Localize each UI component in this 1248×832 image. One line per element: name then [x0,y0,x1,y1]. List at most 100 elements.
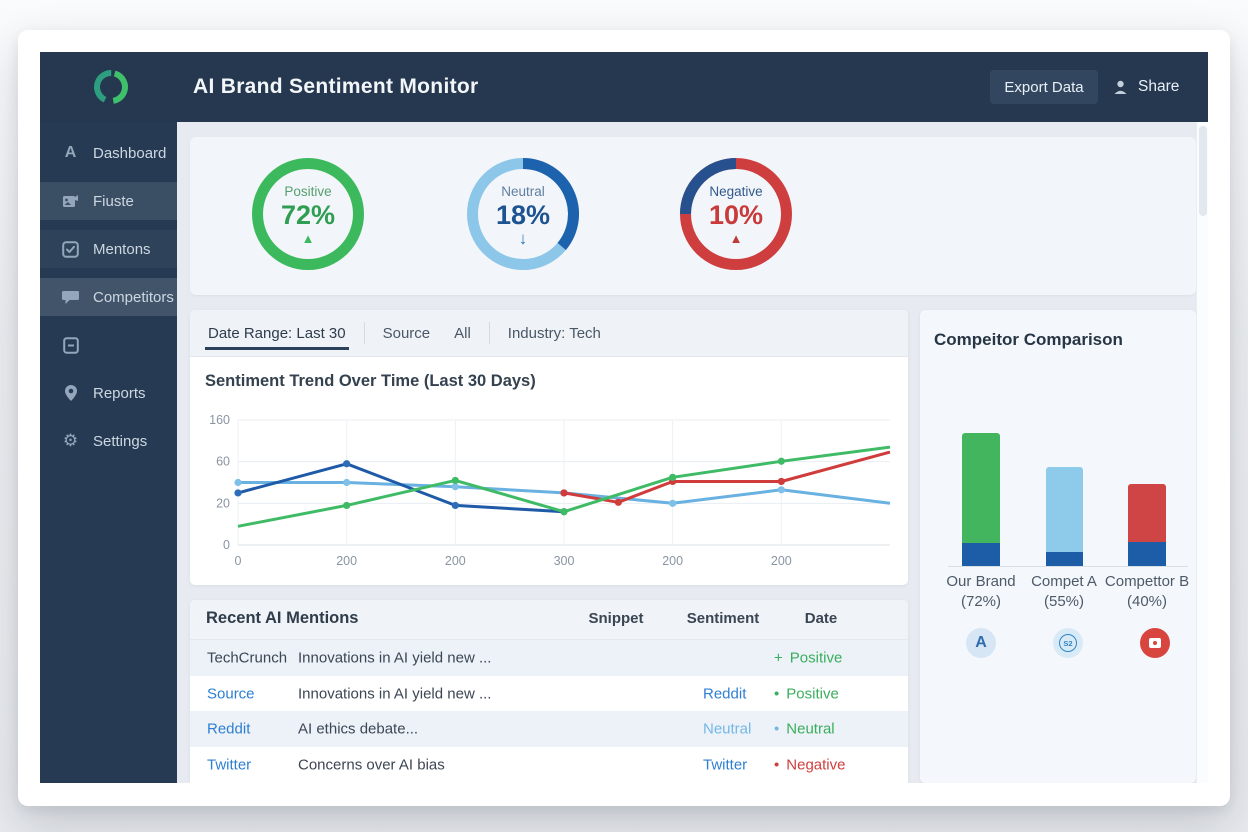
svg-text:0: 0 [235,554,242,568]
svg-text:200: 200 [662,554,683,568]
competitor-b-badge-icon [1140,628,1170,658]
sentiment-dot: + [774,649,783,667]
bar-our-brand [962,433,1000,566]
filter-tab-industry[interactable]: Industry: Tech [505,325,604,342]
donut-ring [252,158,364,270]
scrollbar-thumb[interactable] [1199,126,1207,216]
table-row: TechCrunch Innovations in AI yield new .… [190,640,908,676]
sidebar-item-settings[interactable]: ⚙ Settings [40,422,177,460]
filter-tab-label: Date Range: Last 30 [208,324,346,342]
sidebar-item-fiuste[interactable]: Fiuste [40,182,177,220]
filter-bar: Date Range: Last 30 Source All Industry:… [190,310,908,357]
trend-down-icon: ↓ [518,228,528,248]
bar-segment-base [962,543,1000,566]
donut-ring [467,158,579,270]
col-header-snippet[interactable]: Snippet [588,610,644,627]
sentiment-text: Positive [789,649,843,667]
table-row: Reddit AI ethics debate... Neutral • Neut… [190,711,908,748]
stacked-bar-chart [920,370,1196,567]
sidebar-item-dashboard[interactable]: A Dashboard [40,134,177,172]
trend-line-chart: 0 20 60 160 0 200 200 300 200 200 [209,413,891,568]
svg-text:60: 60 [216,455,230,469]
platform-cell: Neutral [703,720,752,738]
main-content: Positive 72% ▲ Neutral 18% ↓ Negative 10… [177,122,1208,783]
sentiment-gauges-panel: Positive 72% ▲ Neutral 18% ↓ Negative 10… [190,137,1196,295]
gauge-label: Neutral [501,183,545,199]
sentiment-badge: + Positive [774,649,842,666]
sentiment-dot: • [774,720,780,738]
platform-link[interactable]: Reddit [703,685,747,703]
platform-link[interactable]: Twitter [703,756,748,774]
export-data-button[interactable]: Export Data [990,70,1098,104]
source-link[interactable]: Twitter [207,756,252,774]
svg-text:160: 160 [209,413,230,427]
sidebar-item-mentons[interactable]: Mentons [40,230,177,268]
sidebar: A Dashboard Fiuste Mentons Competitors [40,122,177,783]
bar-segment-base [1128,542,1166,566]
snippet-cell: Innovations in AI yield new ... [298,649,492,667]
trend-up-icon: ▲ [729,230,743,246]
app-header: AI Brand Sentiment Monitor Export Data S… [40,52,1208,122]
donut-ring [680,158,792,270]
our-brand-badge-icon: A [966,628,996,658]
note-icon [61,336,80,355]
snippet-cell: AI ethics debate... [298,720,419,738]
source-link[interactable]: Source [207,685,255,703]
person-share-icon [1114,80,1127,94]
share-button[interactable]: Share [1112,74,1179,100]
sidebar-item-label: Mentons [93,240,151,258]
gauge-value: 72% [280,199,336,230]
sidebar-item-notes[interactable] [40,326,177,364]
table-header: Recent AI Mentions Snippet Sentiment Dat… [190,600,908,640]
sidebar-item-reports[interactable]: Reports [40,374,177,412]
panel-title: Compeitor Comparison [934,330,1123,349]
table-row: Source Innovations in AI yield new ... R… [190,675,908,712]
svg-text:20: 20 [216,496,230,510]
svg-text:200: 200 [771,554,792,568]
snippet-cell: Innovations in AI yield new ... [298,685,492,703]
filter-tab-label: Source [382,324,431,342]
divider [363,322,365,344]
col-header-date[interactable]: Date [804,610,838,627]
sentiment-badge: • Negative [774,756,845,773]
source-link[interactable]: Reddit [207,720,251,738]
table-row: Twitter Concerns over AI bias Twitter • N… [190,747,908,783]
image-flag-icon [61,192,80,211]
sentiment-text: Neutral [786,720,835,738]
col-header-sentiment[interactable]: Sentiment [686,610,760,627]
axis-baseline [948,566,1188,567]
trend-up-icon: ▲ [301,230,315,246]
app-window: AI Brand Sentiment Monitor Export Data S… [40,52,1208,783]
filter-tab-label: Industry: Tech [507,324,601,342]
checkbox-icon [61,240,80,259]
bar-segment-base [1046,552,1083,566]
bar-segment-top [1046,467,1083,552]
gauge-label: Positive [284,183,332,199]
filter-tab-date-range[interactable]: Date Range: Last 30 [205,325,349,350]
svg-text:200: 200 [336,554,357,568]
filter-tab-source[interactable]: Source All [380,325,474,342]
positive-gauge: Positive 72% ▲ [246,152,370,276]
competitor-comparison-panel: Compeitor Comparison Our Brand (72%) [920,310,1196,783]
share-label: Share [1138,78,1180,95]
gauge-value: 18% [495,199,551,230]
bar-segment-top [1128,484,1166,542]
mentions-table: Recent AI Mentions Snippet Sentiment Dat… [190,600,908,783]
page-title: AI Brand Sentiment Monitor [193,75,479,98]
chart-title: Sentiment Trend Over Time (Last 30 Days) [205,372,536,390]
sidebar-item-label: Reports [93,384,146,402]
neutral-gauge: Neutral 18% ↓ [461,152,585,276]
sidebar-item-label: Dashboard [93,144,167,162]
sidebar-item-label: Competitors [93,288,174,306]
pin-icon [61,384,80,403]
sentiment-dot: • [774,756,780,774]
trend-card: Date Range: Last 30 Source All Industry:… [190,310,908,585]
scrollbar[interactable] [1196,122,1208,783]
bar-competitor-b [1128,484,1166,566]
snippet-cell: Concerns over AI bias [298,756,445,774]
divider [488,322,490,344]
sentiment-text: Negative [786,756,846,774]
table-title: Recent AI Mentions [206,609,359,627]
svg-text:0: 0 [223,538,230,552]
sidebar-item-competitors[interactable]: Competitors [40,278,177,316]
